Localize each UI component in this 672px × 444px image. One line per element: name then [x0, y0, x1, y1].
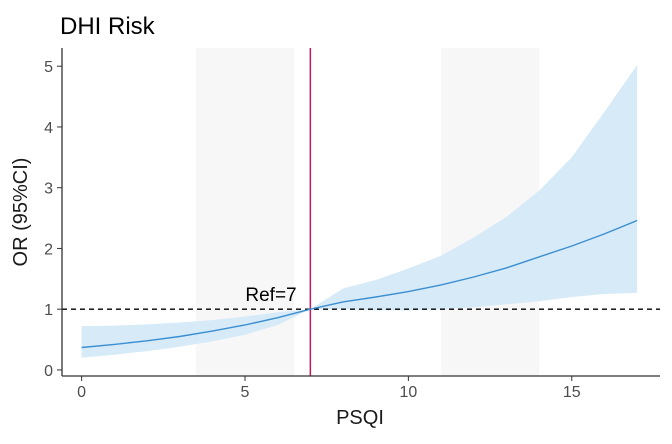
or-curve: [81, 219, 638, 349]
x-tick-label: 5: [241, 384, 250, 401]
confidence-band: [81, 65, 638, 358]
y-tick-label: 5: [44, 59, 53, 76]
y-tick-label: 0: [44, 363, 53, 380]
y-axis-title: OR (95%CI): [10, 158, 32, 267]
plot-area: 0 5 10 15 0 1 2 3 4 5: [44, 48, 660, 401]
y-tick-label: 4: [44, 120, 53, 137]
y-tick-label: 3: [44, 181, 53, 198]
chart-title: DHI Risk: [60, 13, 156, 40]
x-tick-label: 0: [77, 384, 86, 401]
y-tick-label: 2: [44, 241, 53, 258]
x-tick-label: 10: [399, 384, 417, 401]
reference-label: Ref=7: [245, 285, 296, 306]
x-tick-label: 15: [563, 384, 581, 401]
x-axis-title: PSQI: [336, 407, 384, 429]
y-tick-label: 1: [44, 302, 53, 319]
